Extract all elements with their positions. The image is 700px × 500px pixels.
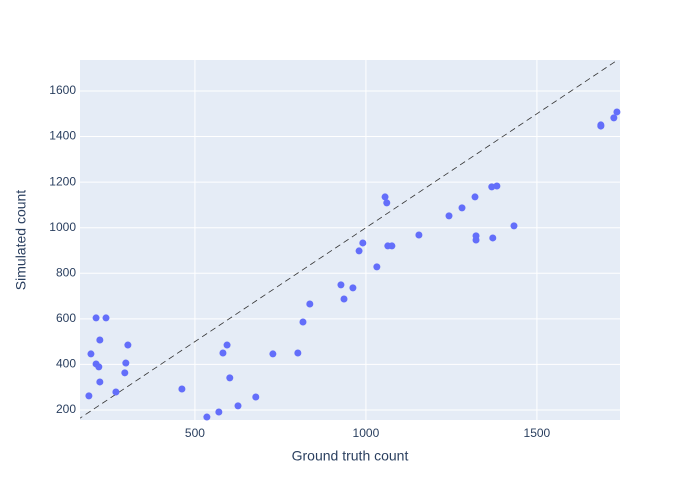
- y-tick-label: 400: [56, 357, 76, 371]
- point: [92, 314, 100, 322]
- point: [381, 193, 389, 201]
- y-tick-label: 1600: [49, 83, 76, 97]
- point: [102, 314, 110, 322]
- point: [299, 318, 307, 326]
- point: [383, 199, 391, 207]
- y-tick-label: 1200: [49, 174, 76, 188]
- point: [294, 349, 302, 357]
- y-axis-title: Simulated count: [13, 190, 29, 291]
- point: [349, 284, 357, 292]
- y-tick-label: 600: [56, 311, 76, 325]
- point: [203, 413, 211, 421]
- point: [471, 193, 479, 201]
- point: [613, 108, 621, 116]
- identity-line: [80, 60, 619, 419]
- point: [489, 234, 497, 242]
- x-axis-title: Ground truth count: [292, 448, 409, 464]
- point: [223, 341, 231, 349]
- point: [306, 300, 314, 308]
- x-tick-label: 500: [185, 426, 205, 440]
- point: [415, 231, 423, 239]
- point: [445, 212, 453, 220]
- point: [226, 374, 234, 382]
- y-tick-label: 200: [56, 402, 76, 416]
- point: [355, 247, 363, 255]
- plot-area: [80, 60, 620, 420]
- y-tick-label: 800: [56, 265, 76, 279]
- point: [124, 341, 132, 349]
- point: [597, 122, 605, 130]
- point: [359, 239, 367, 247]
- point: [96, 336, 104, 344]
- point: [493, 182, 501, 190]
- point: [121, 369, 129, 377]
- x-tick-label: 1500: [524, 426, 551, 440]
- point: [373, 263, 381, 271]
- point: [252, 393, 260, 401]
- point: [458, 204, 466, 212]
- x-tick-label: 1000: [353, 426, 380, 440]
- point: [340, 295, 348, 303]
- point: [178, 385, 186, 393]
- point: [234, 402, 242, 410]
- point: [112, 388, 120, 396]
- point: [610, 114, 618, 122]
- point: [215, 408, 223, 416]
- point: [87, 350, 95, 358]
- point: [122, 359, 130, 367]
- point: [96, 378, 104, 386]
- y-tick-label: 1400: [49, 129, 76, 143]
- point: [388, 242, 396, 250]
- point: [219, 349, 227, 357]
- point: [95, 363, 103, 371]
- point: [337, 281, 345, 289]
- point: [472, 236, 480, 244]
- point: [510, 222, 518, 230]
- point: [85, 392, 93, 400]
- point: [269, 350, 277, 358]
- y-tick-label: 1000: [49, 220, 76, 234]
